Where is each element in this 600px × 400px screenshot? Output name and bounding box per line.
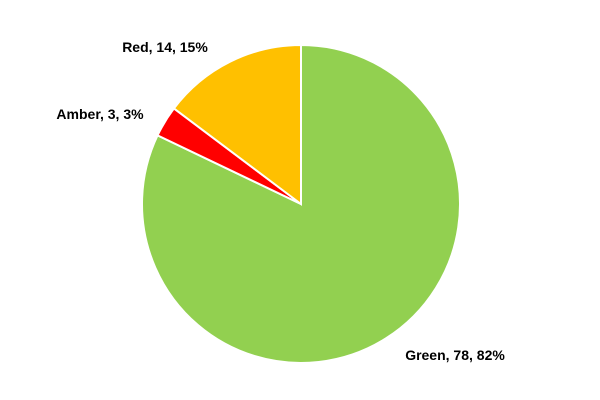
data-label-green: Green, 78, 82% <box>405 347 505 363</box>
data-label-red: Red, 14, 15% <box>122 39 208 55</box>
pie-slice-red <box>172 43 302 207</box>
data-label-amber: Amber, 3, 3% <box>56 106 144 122</box>
